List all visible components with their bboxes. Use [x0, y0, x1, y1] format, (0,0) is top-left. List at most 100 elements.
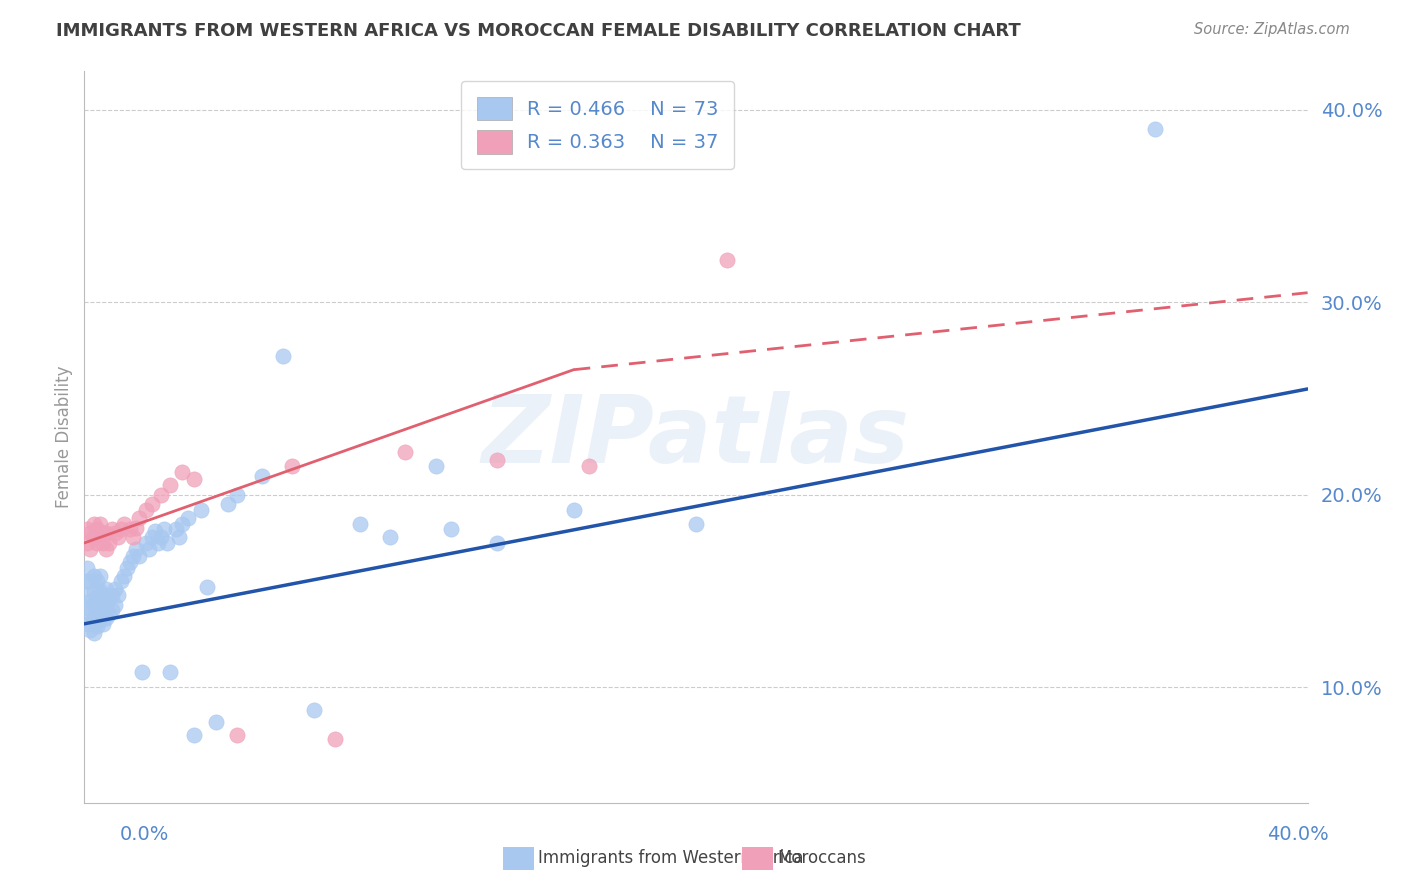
Point — [110, 574, 132, 589]
Point — [217, 498, 239, 512]
Point — [115, 561, 138, 575]
Text: Moroccans: Moroccans — [778, 849, 866, 867]
Point — [86, 574, 108, 589]
Point — [167, 530, 190, 544]
Point — [394, 445, 416, 459]
Point — [76, 561, 98, 575]
Point — [89, 613, 111, 627]
Point — [83, 530, 105, 544]
Point — [107, 588, 129, 602]
Point — [89, 568, 111, 582]
Point — [79, 593, 101, 607]
Point — [685, 516, 707, 531]
Point — [76, 536, 98, 550]
Point — [94, 582, 117, 596]
Point — [120, 555, 142, 569]
Point — [104, 526, 127, 541]
Point — [271, 349, 294, 363]
Point — [141, 530, 163, 544]
Point — [91, 536, 114, 550]
Point — [172, 516, 194, 531]
Point — [91, 526, 114, 541]
Point — [149, 530, 172, 544]
Point — [128, 549, 150, 564]
Point — [156, 536, 179, 550]
Point — [76, 523, 98, 537]
Point — [183, 472, 205, 486]
Point — [1143, 122, 1166, 136]
Point — [91, 616, 114, 631]
Point — [76, 601, 98, 615]
Point — [89, 530, 111, 544]
Point — [205, 714, 228, 729]
Point — [101, 523, 124, 537]
Text: Immigrants from Western Africa: Immigrants from Western Africa — [538, 849, 804, 867]
Point — [716, 252, 738, 267]
Point — [83, 568, 105, 582]
Point — [94, 541, 117, 556]
Point — [226, 728, 249, 742]
Point — [250, 468, 273, 483]
Point — [94, 611, 117, 625]
Point — [159, 665, 181, 679]
Point — [120, 523, 142, 537]
Point — [76, 574, 98, 589]
Text: IMMIGRANTS FROM WESTERN AFRICA VS MOROCCAN FEMALE DISABILITY CORRELATION CHART: IMMIGRANTS FROM WESTERN AFRICA VS MOROCC… — [56, 22, 1021, 40]
Point — [86, 618, 108, 632]
Point — [83, 584, 105, 599]
Point — [89, 516, 111, 531]
Point — [79, 526, 101, 541]
Point — [112, 568, 135, 582]
Point — [380, 530, 402, 544]
Point — [97, 591, 120, 606]
Point — [149, 488, 172, 502]
Point — [302, 703, 325, 717]
Point — [83, 516, 105, 531]
Point — [128, 511, 150, 525]
Legend: R = 0.466    N = 73, R = 0.363    N = 37: R = 0.466 N = 73, R = 0.363 N = 37 — [461, 81, 734, 169]
Point — [323, 732, 346, 747]
Point — [83, 611, 105, 625]
Point — [125, 541, 148, 556]
Point — [97, 607, 120, 622]
Point — [94, 598, 117, 612]
Point — [86, 523, 108, 537]
Point — [138, 541, 160, 556]
Point — [122, 549, 145, 564]
Text: 0.0%: 0.0% — [120, 824, 169, 844]
Point — [79, 541, 101, 556]
Point — [281, 458, 304, 473]
Point — [125, 520, 148, 534]
Point — [101, 603, 124, 617]
Point — [86, 605, 108, 619]
Point — [79, 623, 101, 637]
Point — [110, 523, 132, 537]
Point — [107, 530, 129, 544]
Point — [486, 453, 509, 467]
Point — [195, 580, 218, 594]
Point — [76, 588, 98, 602]
Point — [135, 503, 157, 517]
Point — [440, 523, 463, 537]
Point — [153, 523, 176, 537]
Point — [172, 465, 194, 479]
Point — [165, 523, 187, 537]
Point — [79, 574, 101, 589]
Point — [112, 516, 135, 531]
Point — [86, 536, 108, 550]
Point — [146, 536, 169, 550]
Text: 40.0%: 40.0% — [1267, 824, 1329, 844]
Point — [190, 503, 212, 517]
Point — [89, 584, 111, 599]
Point — [83, 626, 105, 640]
Point — [76, 616, 98, 631]
Point — [97, 536, 120, 550]
Point — [89, 599, 111, 614]
Point — [79, 607, 101, 622]
Point — [101, 588, 124, 602]
Point — [183, 728, 205, 742]
Point — [94, 526, 117, 541]
Point — [141, 498, 163, 512]
Point — [562, 503, 585, 517]
Point — [349, 516, 371, 531]
